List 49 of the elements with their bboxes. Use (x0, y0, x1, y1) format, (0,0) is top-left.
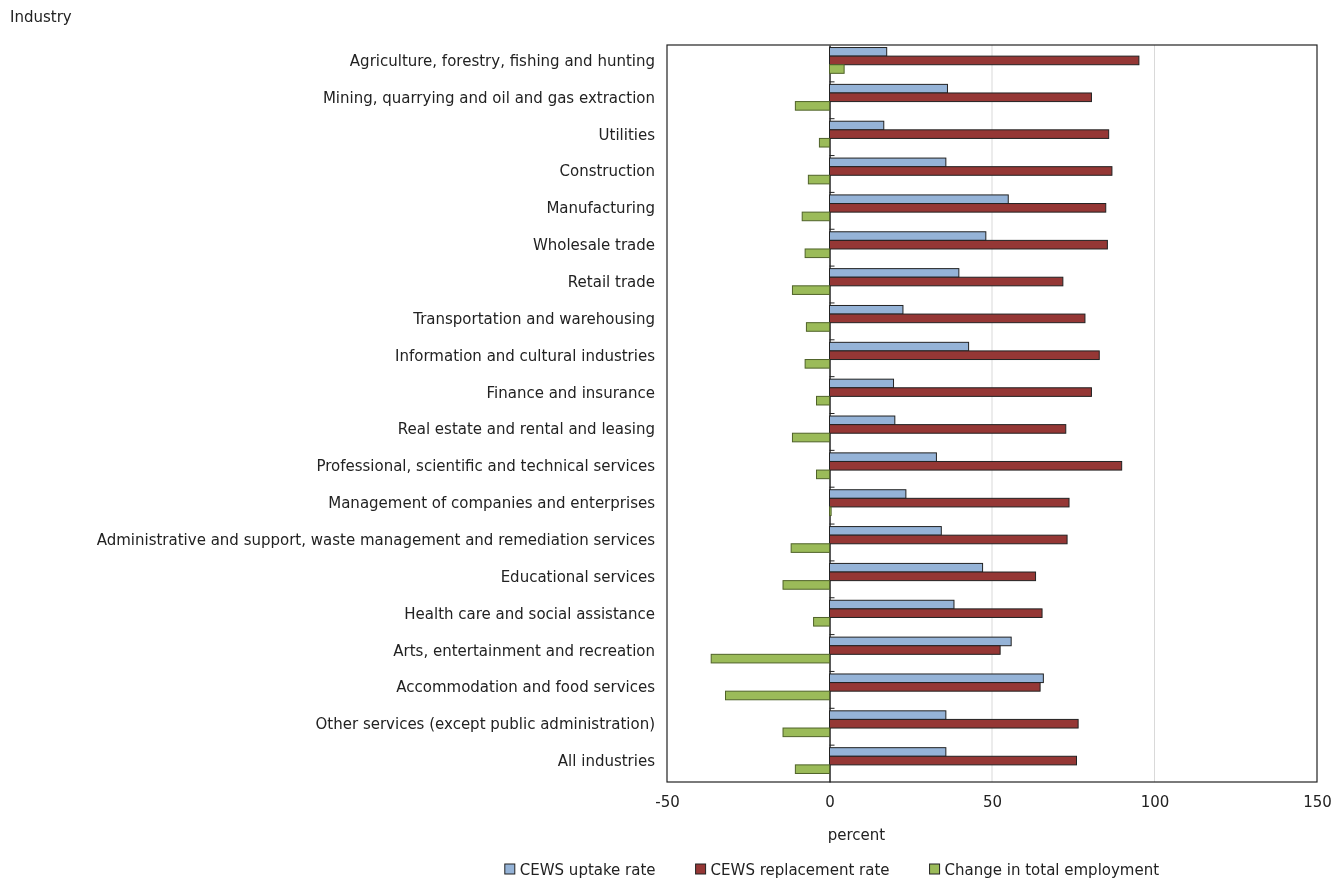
y-axis-title: Industry (10, 8, 72, 26)
bar (818, 137, 830, 148)
y-tick-label: Construction (559, 162, 655, 181)
y-tick-label: Other services (except public administration) (315, 715, 655, 734)
bar (816, 395, 830, 406)
bar (805, 322, 830, 332)
y-tick-label: All industries (557, 752, 656, 771)
x-tick-label: 50 (982, 792, 1003, 811)
y-tick-label: Professional, scientific and technical services (316, 457, 656, 476)
y-tick-label: Transportation and warehousing (412, 309, 655, 328)
bar (782, 727, 830, 738)
y-tick-label: Management of companies and enterprises (328, 494, 656, 513)
legend-label: CEWS replacement rate (710, 860, 890, 879)
bar (794, 101, 830, 111)
bar (813, 616, 830, 627)
y-tick-label: Accommodation and food services (396, 678, 656, 697)
x-tick-label: 150 (1303, 792, 1332, 811)
bar (725, 690, 830, 701)
y-tick-label: Health care and social assistance (404, 604, 655, 623)
y-tick-label: Information and cultural industries (395, 346, 656, 365)
bar (807, 174, 830, 185)
bar (804, 248, 830, 259)
bar (790, 543, 830, 553)
y-tick-label: Retail trade (567, 273, 655, 292)
y-tick-label: Administrative and support, waste management and remediation services (96, 530, 656, 549)
legend-label: Change in total employment (944, 860, 1160, 879)
y-tick-label: Finance and insurance (486, 383, 655, 402)
y-tick-label: Wholesale trade (532, 236, 655, 255)
y-tick-label: Arts, entertainment and recreation (393, 641, 655, 660)
y-tick-label: Real estate and rental and leasing (397, 420, 655, 439)
x-tick-label: 100 (1140, 792, 1170, 811)
x-tick-label: -50 (655, 792, 680, 811)
x-tick-label: 0 (825, 792, 835, 811)
legend-label: CEWS uptake rate (519, 860, 656, 879)
y-tick-label: Manufacturing (546, 199, 655, 218)
y-tick-label: Mining, quarrying and oil and gas extraction (322, 88, 655, 107)
bar (816, 469, 830, 480)
bar (794, 764, 830, 774)
bar (710, 653, 830, 664)
bar (782, 580, 830, 590)
x-axis-title: percent (827, 826, 886, 844)
y-tick-label: Agriculture, forestry, fishing and hunting (349, 51, 655, 70)
y-tick-label: Educational services (500, 567, 656, 586)
bar (791, 432, 830, 443)
bar (804, 359, 830, 369)
bar (791, 285, 830, 295)
bar (829, 64, 845, 74)
bar (801, 211, 830, 222)
y-tick-label: Utilities (598, 125, 656, 144)
